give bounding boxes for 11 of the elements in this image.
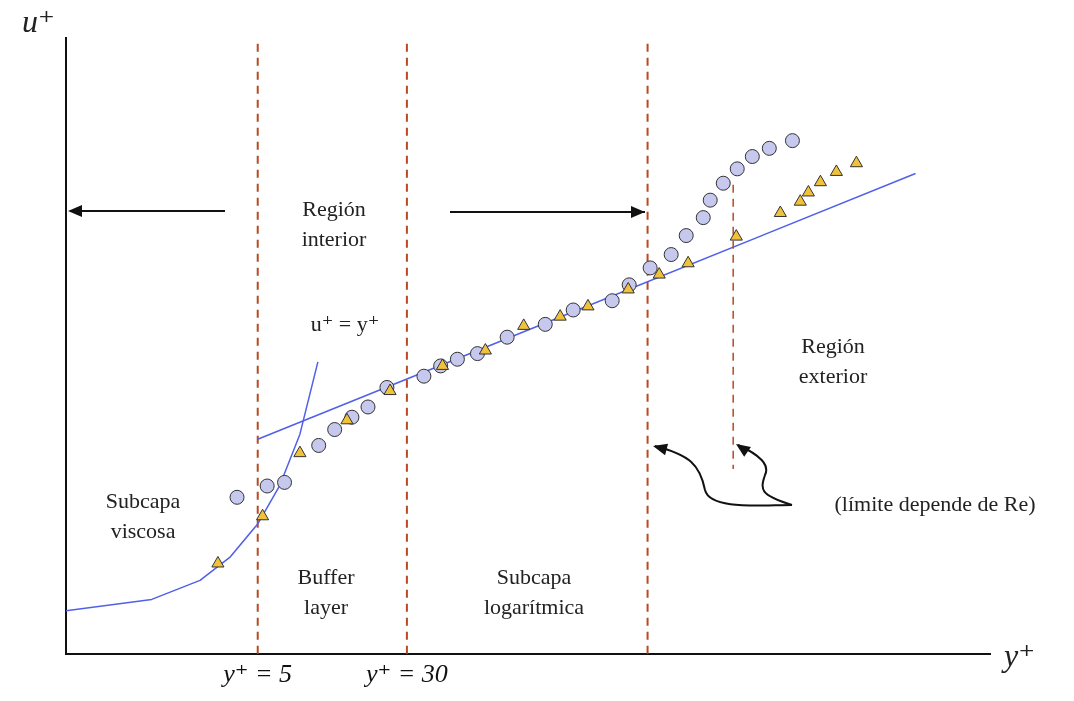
annotation: Subcapa logarítmica xyxy=(483,563,585,619)
annotation: (límite depende de Re) xyxy=(834,490,1036,516)
y-axis-title: u⁺ xyxy=(22,3,55,40)
annotation: Región exterior xyxy=(798,332,868,388)
x-tick-label: y⁺ = 5 xyxy=(220,659,293,689)
annotation: Subcapa viscosa xyxy=(105,487,181,543)
annotation: u⁺ = y⁺ xyxy=(310,310,380,336)
x-axis-title: y⁺ xyxy=(1001,637,1036,674)
x-tick-label: y⁺ = 30 xyxy=(363,659,448,689)
annotation: Buffer layer xyxy=(297,563,356,619)
annotation: Región interior xyxy=(301,195,368,251)
